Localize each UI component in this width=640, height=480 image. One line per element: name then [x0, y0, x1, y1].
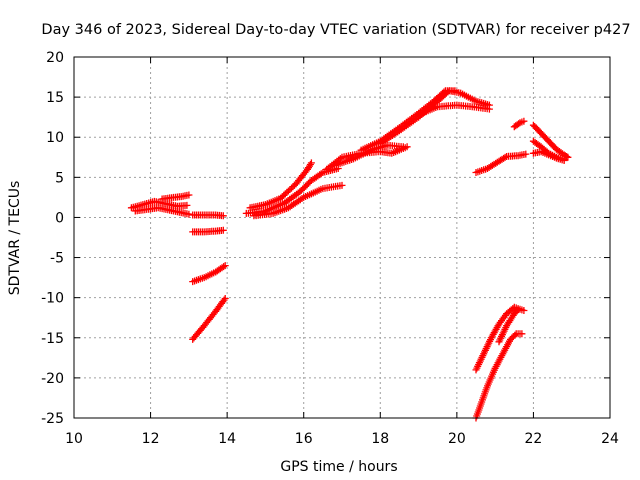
data-point	[522, 150, 530, 158]
x-tick-label: 14	[218, 431, 236, 447]
data-point	[399, 143, 407, 151]
data-point	[220, 296, 228, 304]
y-tick-label: -10	[41, 291, 64, 307]
x-axis-ticks: 10 12 14 16 18 20 22 24	[65, 57, 619, 447]
plot-frame	[73, 56, 611, 419]
data-point	[485, 105, 493, 113]
data-point	[185, 210, 193, 218]
series-track-g	[189, 295, 229, 343]
x-tick-label: 10	[65, 431, 83, 447]
x-tick-label: 24	[601, 431, 619, 447]
data-points	[127, 87, 572, 422]
series-track-b	[131, 204, 193, 218]
series-track-c	[158, 191, 193, 203]
x-tick-label: 20	[448, 431, 466, 447]
data-point	[514, 306, 522, 314]
data-point	[511, 331, 519, 339]
x-tick-label: 12	[142, 431, 160, 447]
data-point	[518, 330, 526, 338]
data-point	[183, 201, 191, 209]
y-tick-label: 0	[55, 210, 64, 226]
data-point	[185, 191, 193, 199]
data-point	[513, 307, 521, 315]
series-track-p	[472, 150, 530, 176]
y-tick-label: -25	[41, 411, 64, 427]
data-point	[520, 307, 528, 314]
data-point	[219, 226, 227, 234]
data-point	[221, 295, 229, 302]
data-point	[219, 212, 227, 220]
x-tick-label: 16	[295, 431, 313, 447]
data-point	[560, 157, 568, 164]
y-axis-ticks: -25 -20 -15 -10 -5 0 5 10 15 20	[41, 50, 610, 427]
data-point	[307, 159, 315, 167]
series-track-j	[250, 181, 346, 220]
data-point	[306, 161, 314, 168]
y-tick-label: -5	[50, 251, 64, 267]
y-tick-label: 20	[46, 50, 64, 66]
series-track-l	[330, 141, 407, 169]
series-track-i	[246, 159, 315, 212]
series-track-n	[376, 87, 493, 148]
series-track-q	[510, 117, 528, 131]
series-track-d	[189, 211, 227, 220]
series-track-v	[472, 330, 526, 422]
y-tick-label: 5	[55, 170, 64, 186]
series-track-w	[495, 306, 522, 346]
series-track-t	[529, 148, 568, 164]
series-track-r	[529, 121, 572, 161]
data-point	[338, 181, 346, 189]
y-tick-label: -20	[41, 371, 64, 387]
x-tick-label: 22	[525, 431, 543, 447]
y-axis-label: SDTVAR / TECUs	[7, 181, 23, 296]
series-track-e	[189, 226, 227, 236]
grid-lines	[74, 57, 610, 418]
series-track-o	[415, 101, 493, 119]
data-point	[564, 153, 572, 161]
data-point	[221, 262, 229, 270]
y-tick-label: 10	[46, 130, 64, 146]
data-point	[520, 117, 528, 125]
data-point	[501, 153, 509, 161]
y-tick-label: 15	[46, 90, 64, 106]
chart-title: Day 346 of 2023, Sidereal Day-to-day VTE…	[41, 22, 630, 38]
series-track-u	[472, 303, 528, 374]
y-tick-label: -15	[41, 331, 64, 347]
x-tick-label: 18	[371, 431, 389, 447]
data-point	[220, 263, 228, 271]
x-axis-label: GPS time / hours	[280, 459, 397, 475]
series-track-f	[189, 262, 229, 286]
